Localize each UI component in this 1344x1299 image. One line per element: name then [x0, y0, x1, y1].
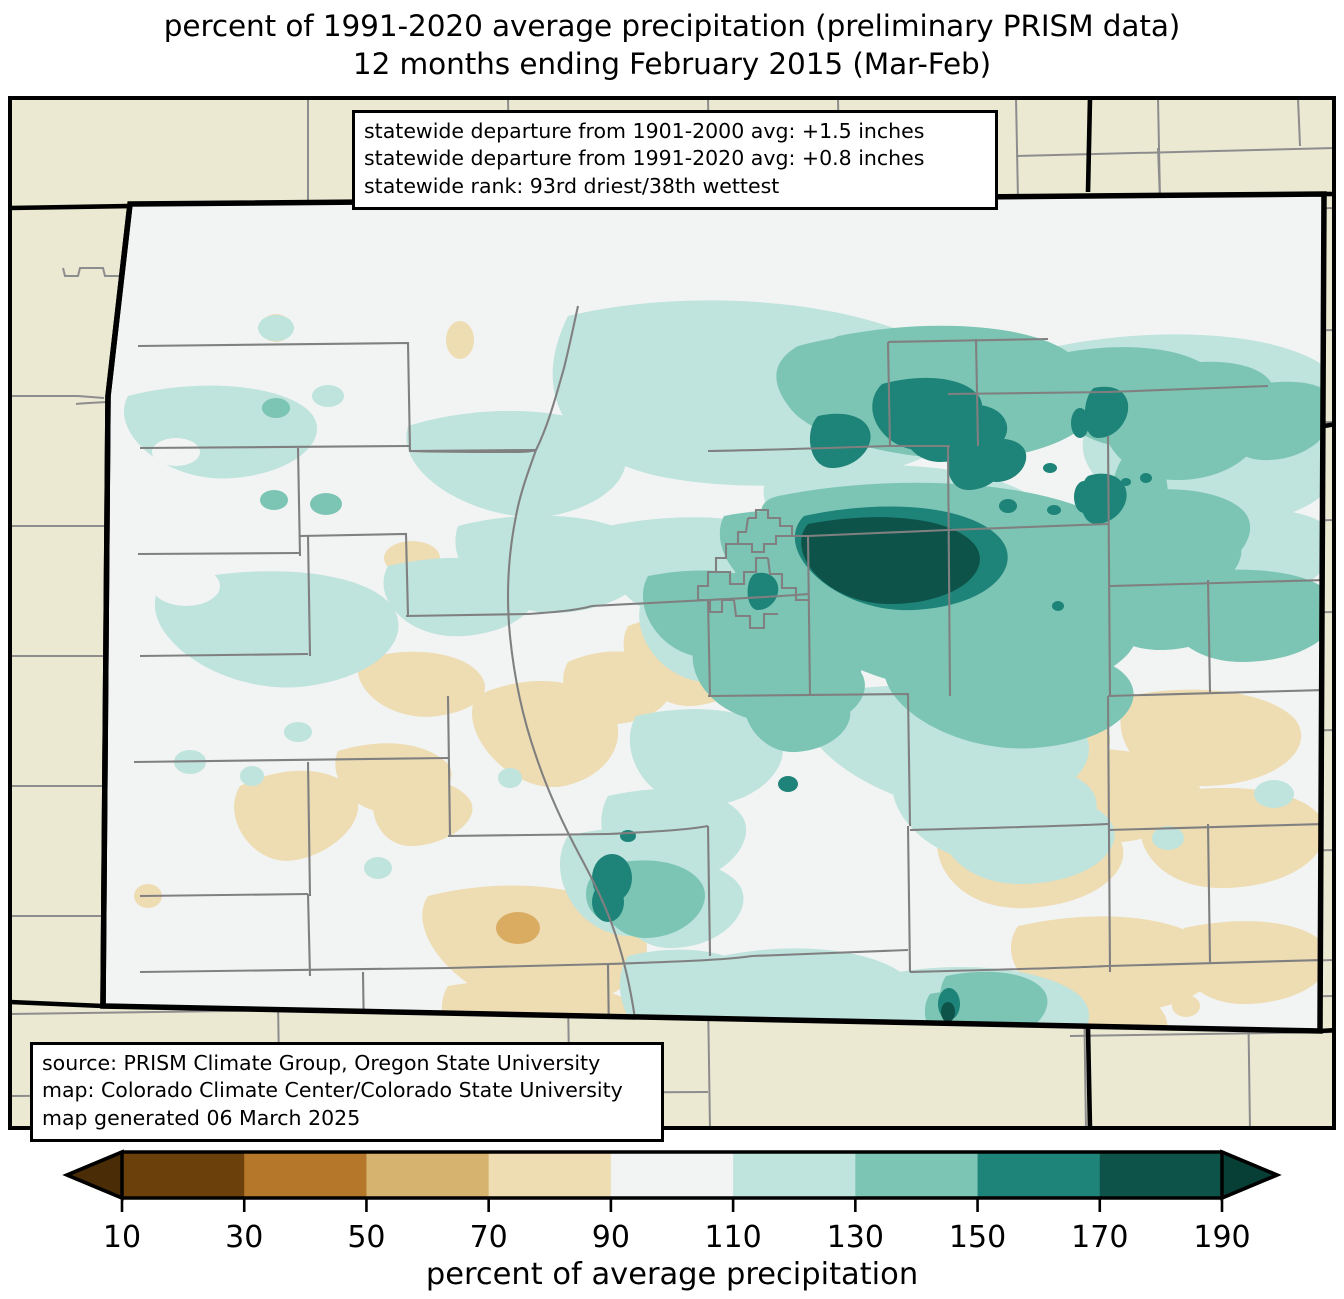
colorbar-tick-label-170: 170 [1071, 1220, 1128, 1255]
band-170-190-regions [801, 517, 980, 1022]
colorbar-tick-label-190: 190 [1193, 1220, 1250, 1255]
colorbar-band-10-30 [122, 1152, 245, 1198]
colorbar-arrow-under [62, 1149, 124, 1201]
colorbar-band-90-110 [610, 1152, 734, 1198]
source-credits-box: source: PRISM Climate Group, Oregon Stat… [30, 1042, 664, 1142]
map-generated-line: map generated 06 March 2025 [42, 1105, 361, 1130]
colorbar-tick-label-90: 90 [592, 1220, 630, 1255]
colorbar-band-70-90 [488, 1152, 612, 1198]
colorbar-panel: 10 30 50 70 90 110 130 150 170 190 percent of ave… [0, 1144, 1344, 1299]
map-panel [8, 96, 1336, 1130]
title-line-2: 12 months ending February 2015 (Mar-Feb) [352, 46, 992, 81]
colorbar-bands [122, 1152, 1223, 1198]
colorado-county-lines [133, 305, 1324, 1031]
map-frame [8, 96, 1336, 1130]
colorbar-arrow-over [1220, 1149, 1282, 1201]
map-canvas [8, 96, 1336, 1130]
stat-departure-1901-2000: statewide departure from 1901-2000 avg: … [364, 119, 925, 143]
colorbar-band-30-50 [244, 1152, 368, 1198]
colorbar-tick-label-130: 130 [827, 1220, 884, 1255]
colorbar-ticks [120, 1198, 1224, 1212]
colorbar-band-170-190 [1099, 1152, 1223, 1198]
colorbar-band-130-150 [855, 1152, 979, 1198]
colorbar-tick-label-70: 70 [470, 1220, 508, 1255]
colorbar-tick-label-50: 50 [347, 1220, 385, 1255]
colorbar-canvas: 10 30 50 70 90 110 130 150 170 190 percent of ave… [62, 1149, 1282, 1292]
colorbar-tick-labels: 10 30 50 70 90 110 130 150 170 190 [103, 1220, 1251, 1255]
stat-statewide-rank: statewide rank: 93rd driest/38th wettest [364, 173, 780, 198]
colorado-interior [103, 194, 1324, 1031]
map-credit-line: map: Colorado Climate Center/Colorado St… [42, 1078, 623, 1103]
colorbar-band-150-170 [977, 1152, 1101, 1198]
colorbar-band-110-130 [733, 1152, 856, 1198]
colorbar-tick-label-10: 10 [103, 1220, 141, 1255]
colorbar-tick-label-150: 150 [949, 1220, 1006, 1255]
source-line: source: PRISM Climate Group, Oregon Stat… [42, 1051, 601, 1075]
colorbar-band-50-70 [366, 1152, 490, 1198]
colorbar-axis-title: percent of average precipitation [426, 1257, 918, 1292]
figure-title: percent of 1991-2020 average precipitati… [0, 8, 1344, 84]
colorado-west-border [100, 203, 133, 1007]
stat-departure-1991-2020: statewide departure from 1991-2020 avg: … [364, 146, 925, 171]
title-line-1: percent of 1991-2020 average precipitati… [163, 9, 1181, 43]
colorbar-tick-label-110: 110 [704, 1220, 761, 1255]
colorbar-tick-label-30: 30 [225, 1220, 263, 1255]
statewide-stats-box: statewide departure from 1901-2000 avg: … [352, 110, 998, 210]
